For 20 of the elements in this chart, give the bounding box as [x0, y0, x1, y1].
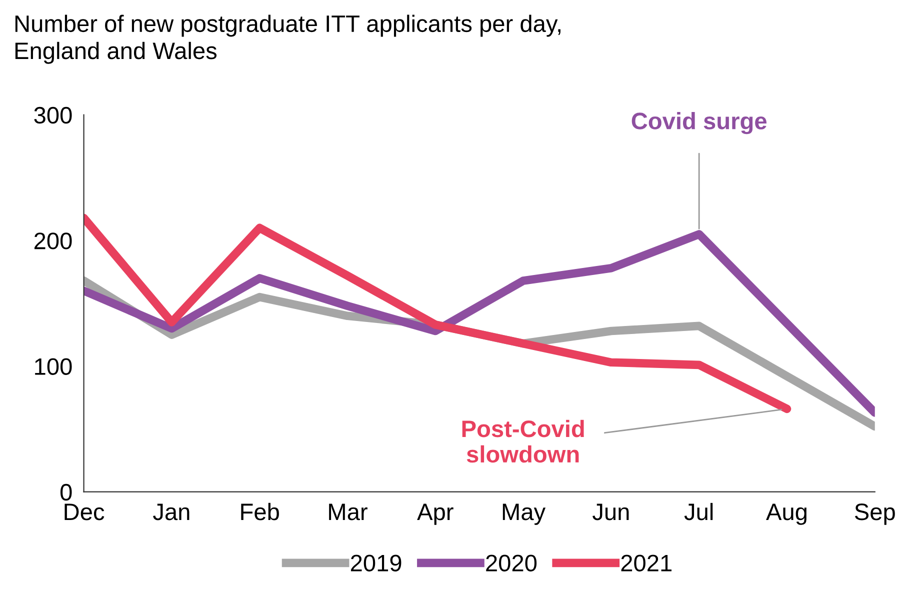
y-tick-label: 300 [34, 106, 72, 124]
annotation: Post-Covid slowdown [462, 420, 584, 463]
x-tick-label: Jun [592, 504, 629, 520]
legend-label: 2019 [350, 554, 402, 572]
x-tick-label: Dec [64, 504, 104, 520]
y-tick-label: 100 [35, 358, 72, 375]
annotation: Covid surge [632, 112, 766, 134]
legend-label: 2021 [621, 554, 672, 572]
legend-label: 2020 [486, 554, 537, 572]
x-tick-label: Jul [684, 502, 713, 520]
y-tick-label: 200 [34, 232, 72, 250]
x-tick-label: May [502, 504, 546, 525]
chart-title: Number of new postgraduate ITT applicants per day, England and Wales [15, 14, 560, 64]
x-tick-label: Apr [417, 504, 454, 525]
x-tick-label: Mar [329, 504, 368, 520]
x-tick-label: Jan [153, 504, 190, 520]
x-tick-label: Aug [766, 504, 806, 525]
x-tick-label: Feb [241, 502, 279, 520]
y-tick-label: 0 [60, 484, 72, 501]
x-tick-label: Sep [854, 504, 895, 525]
